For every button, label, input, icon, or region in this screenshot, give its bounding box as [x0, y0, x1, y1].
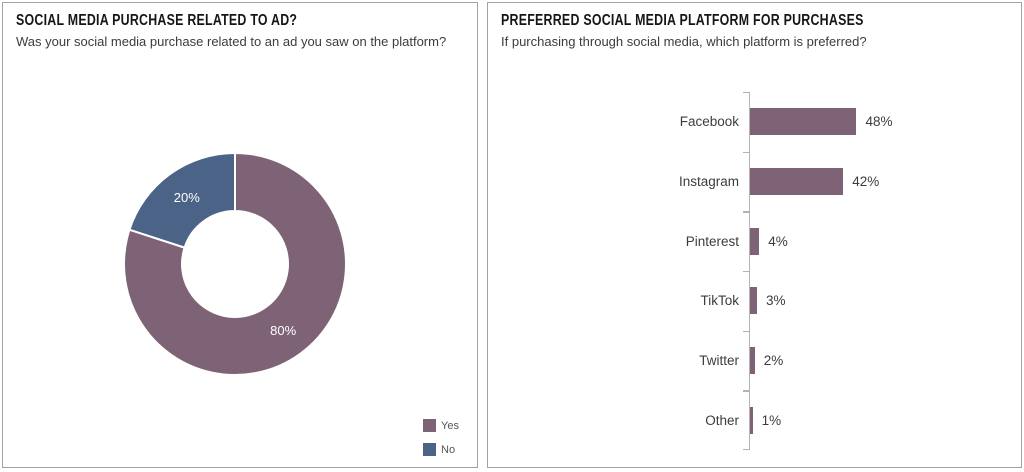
panel-subtitle-right: If purchasing through social media, whic… [501, 34, 867, 49]
bar-pinterest [750, 227, 760, 255]
legend-swatch-no [423, 443, 436, 456]
axis-tick [743, 92, 749, 94]
page-title-left: SOCIAL MEDIA PURCHASE RELATED TO AD? [16, 12, 298, 29]
bar-category-label: Facebook [679, 114, 739, 130]
bar-row-instagram: Instagram 42% [488, 152, 1021, 212]
axis-tick [743, 151, 749, 154]
bar-row-other: Other 1% [488, 390, 1021, 450]
legend-label-yes: Yes [441, 419, 459, 432]
bar-value-label: 1% [761, 412, 782, 428]
page-title-right: PREFERRED SOCIAL MEDIA PLATFORM FOR PURC… [501, 12, 864, 29]
legend-label-no: No [441, 443, 456, 456]
bar-category-label: Twitter [699, 353, 739, 369]
bar-facebook [750, 108, 857, 136]
panel-header: PREFERRED SOCIAL MEDIA PLATFORM FOR PURC… [488, 3, 1021, 49]
bar-category-label: TikTok [700, 293, 739, 309]
panel-header: SOCIAL MEDIA PURCHASE RELATED TO AD? Was… [3, 3, 477, 49]
bar-value-label: 3% [765, 293, 786, 309]
category-axis-line [749, 92, 750, 450]
bar-row-twitter: Twitter 2% [488, 331, 1021, 391]
bar-rows: Facebook 48% Instagram 42% Pinterest 4% TikTok… [488, 92, 1021, 450]
panel-purchase-related-to-ad: SOCIAL MEDIA PURCHASE RELATED TO AD? Was… [2, 2, 478, 468]
bar-other [750, 406, 753, 434]
pie-slice-yes [123, 152, 347, 376]
legend-item-yes: Yes [423, 419, 459, 432]
bar-value-label: 42% [852, 174, 880, 189]
bar-twitter [750, 347, 755, 375]
panel-subtitle-left: Was your social media purchase related t… [16, 34, 447, 49]
bar-category-label: Instagram [678, 174, 739, 189]
legend-item-no: No [423, 443, 459, 456]
bar-row-pinterest: Pinterest 4% [488, 211, 1021, 271]
chart-legend: Yes No [423, 408, 459, 456]
bar-value-label: 48% [865, 114, 893, 130]
axis-tick [743, 448, 749, 450]
pie-data-label-no: 20% [174, 190, 200, 205]
bar-instagram [750, 168, 844, 195]
bar-chart: Facebook 48% Instagram 42% Pinterest 4% TikTok… [488, 92, 1021, 450]
axis-tick [743, 390, 749, 392]
bar-category-label: Pinterest [685, 233, 739, 249]
panel-preferred-platform: PREFERRED SOCIAL MEDIA PLATFORM FOR PURC… [487, 2, 1022, 468]
pie-data-label-yes: 80% [270, 323, 296, 338]
donut-chart: 80% 20% [123, 152, 347, 376]
pie-slice-no [128, 152, 236, 249]
bar-value-label: 4% [768, 233, 788, 249]
axis-tick [743, 211, 749, 213]
bar-row-tiktok: TikTok 3% [488, 271, 1021, 331]
bar-value-label: 2% [763, 353, 784, 369]
bar-tiktok [750, 287, 757, 315]
bar-category-label: Other [705, 412, 739, 428]
axis-tick [743, 271, 749, 273]
axis-tick [743, 330, 749, 333]
bar-row-facebook: Facebook 48% [488, 92, 1021, 152]
legend-swatch-yes [423, 419, 436, 432]
